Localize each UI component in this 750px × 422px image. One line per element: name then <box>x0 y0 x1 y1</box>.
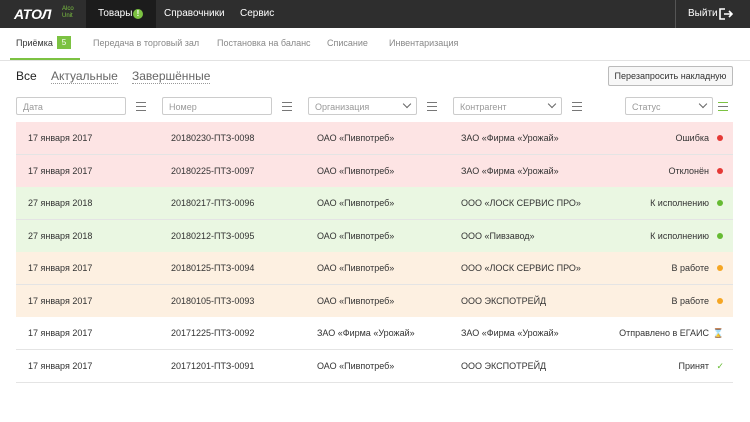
cell: 20180212-ПТЗ-0095 <box>171 230 255 241</box>
subnav-tab[interactable]: Инвентаризация <box>389 38 459 48</box>
table-row[interactable]: 17 января 2017 20171201-ПТЗ-0091 ОАО «Пивп… <box>16 349 733 383</box>
status: Отклонён <box>668 165 709 176</box>
status-dot <box>717 232 723 239</box>
logo: АТОЛ <box>14 6 52 22</box>
status-dot <box>717 200 723 206</box>
cell: ООО ЭКСПОТРЕЙД <box>461 360 547 371</box>
status-dot <box>717 167 723 174</box>
status-dot <box>717 135 723 141</box>
cell: ОАО «Пивпотреб» <box>317 263 395 273</box>
cell: ЗАО «Фирма «Урожай» <box>461 328 559 338</box>
table-row[interactable]: 27 января 2018 20180212-ПТЗ-0095 ОАО «Пивп… <box>16 219 733 253</box>
status: Принят <box>678 360 709 371</box>
status: Ошибка <box>675 133 709 143</box>
cell: 27 января 2018 <box>28 230 93 241</box>
filter-menu[interactable] <box>136 102 146 111</box>
status: В работе <box>671 295 709 306</box>
subnav-border <box>0 60 750 61</box>
filter-menu[interactable] <box>718 102 728 111</box>
cell: 17 января 2017 <box>28 165 93 176</box>
divider <box>675 0 676 28</box>
active-nav-bg <box>86 0 156 28</box>
cell: ООО «ЛОСК СЕРВИС ПРО» <box>461 263 581 273</box>
nav-item[interactable]: Справочники <box>164 8 225 19</box>
cell: ЗАО «Фирма «Урожай» <box>317 328 415 338</box>
table-row[interactable]: 17 января 2017 20180225-ПТЗ-0097 ОАО «Пивп… <box>16 154 733 188</box>
status-icon: ⌛ <box>712 328 724 338</box>
cell: 20180230-ПТЗ-0098 <box>171 133 255 143</box>
cell: 20171225-ПТЗ-0092 <box>171 328 255 338</box>
refresh-button[interactable]: Перезапросить накладную <box>608 66 733 86</box>
cell: 20180217-ПТЗ-0096 <box>171 198 255 208</box>
chevron <box>402 99 412 109</box>
table-row[interactable]: 17 января 2017 20180105-ПТЗ-0093 ОАО «Пивп… <box>16 284 733 318</box>
nav-badge: ! <box>133 9 143 19</box>
filter-input[interactable]: Номер <box>162 97 272 115</box>
cell: ОАО «Пивпотреб» <box>317 295 395 306</box>
cell: 17 января 2017 <box>28 328 93 338</box>
status-icon: ✓ <box>716 360 724 371</box>
view-tab[interactable]: Актуальные <box>51 69 118 84</box>
cell: 27 января 2018 <box>28 198 93 208</box>
logout-icon <box>719 8 733 20</box>
chevron <box>547 99 557 109</box>
subnav-tab[interactable]: Передача в торговый зал <box>93 38 200 48</box>
cell: ООО «ЛОСК СЕРВИС ПРО» <box>461 198 581 208</box>
cell: ОАО «Пивпотреб» <box>317 165 395 176</box>
table-row[interactable]: 17 января 2017 20171225-ПТЗ-0092 ЗАО «Фирм… <box>16 317 733 350</box>
cell: ООО ЭКСПОТРЕЙД <box>461 295 547 306</box>
cell: 20180125-ПТЗ-0094 <box>171 263 255 273</box>
cell: ЗАО «Фирма «Урожай» <box>461 165 559 176</box>
logo-sub-1: Alco <box>62 6 74 12</box>
nav-item[interactable]: Сервис <box>240 8 275 19</box>
cell: ОАО «Пивпотреб» <box>317 230 395 241</box>
cell: 20171201-ПТЗ-0091 <box>171 360 255 371</box>
cell: 17 января 2017 <box>28 295 93 306</box>
view-tab[interactable]: Завершённые <box>132 69 211 84</box>
table-row[interactable]: 27 января 2018 20180217-ПТЗ-0096 ОАО «Пивп… <box>16 187 733 220</box>
filter-menu[interactable] <box>427 102 437 111</box>
logo-sub-2: Unit <box>62 13 73 19</box>
cell: ОАО «Пивпотреб» <box>317 198 395 208</box>
cell: 20180225-ПТЗ-0097 <box>171 165 255 176</box>
nav-item[interactable]: Товары <box>98 8 133 19</box>
logo-sub: Alco Unit <box>62 6 74 20</box>
cell: ОАО «Пивпотреб» <box>317 133 395 143</box>
filter-input[interactable]: Организация <box>308 97 417 115</box>
status: К исполнению <box>650 230 709 241</box>
view-tab[interactable]: Все <box>16 69 37 83</box>
filter-input[interactable]: Контрагент <box>453 97 562 115</box>
cell: ОАО «Пивпотреб» <box>317 360 395 371</box>
cell: ООО «Пивзавод» <box>461 230 535 241</box>
cell: 20180105-ПТЗ-0093 <box>171 295 255 306</box>
cell: 17 января 2017 <box>28 263 93 273</box>
filter-input[interactable]: Статус <box>625 97 713 115</box>
cell: ЗАО «Фирма «Урожай» <box>461 133 559 143</box>
active-underline <box>10 58 80 60</box>
cell: 17 января 2017 <box>28 133 93 143</box>
filter-input[interactable]: Дата <box>16 97 126 115</box>
cell: 17 января 2017 <box>28 360 93 371</box>
status-dot <box>717 265 723 271</box>
status-dot <box>717 297 723 304</box>
subnav-tab[interactable]: Списание <box>327 38 368 48</box>
status: В работе <box>671 263 709 273</box>
subnav-badge: 5 <box>57 36 71 49</box>
table-row[interactable]: 17 января 2017 20180125-ПТЗ-0094 ОАО «Пивп… <box>16 252 733 285</box>
status: Отправлено в ЕГАИС <box>619 328 709 338</box>
subnav-tab[interactable]: Приёмка <box>16 38 53 48</box>
filter-menu[interactable] <box>282 102 292 111</box>
subnav-tab[interactable]: Постановка на баланс <box>217 38 311 48</box>
logout[interactable]: Выйти <box>688 8 718 19</box>
table-row[interactable]: 17 января 2017 20180230-ПТЗ-0098 ОАО «Пивп… <box>16 122 733 155</box>
status: К исполнению <box>650 198 709 208</box>
filter-menu[interactable] <box>572 102 582 111</box>
chevron <box>698 99 708 109</box>
